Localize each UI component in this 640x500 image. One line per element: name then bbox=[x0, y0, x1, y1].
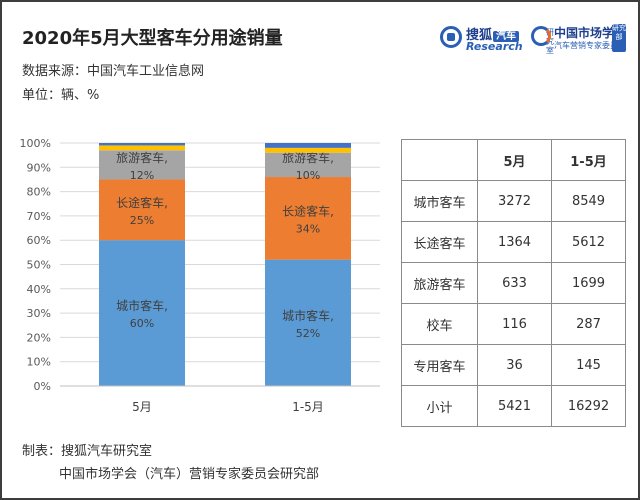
cma-logo-icon bbox=[531, 26, 551, 46]
bar-segment bbox=[265, 147, 351, 153]
table-row: 旅游客车 633 1699 bbox=[401, 262, 626, 304]
table-cell: 城市客车 bbox=[401, 180, 478, 222]
table-cell: 旅游客车 bbox=[401, 262, 478, 304]
table-row: 长途客车 1364 5612 bbox=[401, 221, 626, 263]
page-title: 2020年5月大型客车分用途销量 bbox=[22, 28, 283, 49]
data-label-name: 城市客车, bbox=[282, 308, 334, 323]
table-cell: 116 bbox=[477, 303, 552, 345]
unit-label: 单位：辆、% bbox=[22, 88, 100, 103]
y-tick-label: 70% bbox=[27, 210, 51, 223]
table-cell: 专用客车 bbox=[401, 344, 478, 386]
y-tick-label: 60% bbox=[27, 234, 51, 247]
table-cell: 5421 bbox=[477, 385, 552, 427]
data-source: 数据来源：中国汽车工业信息网 bbox=[22, 64, 205, 79]
data-label-name: 城市客车, bbox=[116, 298, 168, 313]
data-label-name: 长途客车, bbox=[282, 203, 334, 218]
y-tick-label: 30% bbox=[27, 307, 51, 320]
y-tick-label: 40% bbox=[27, 283, 51, 296]
table-cell: 16292 bbox=[551, 385, 626, 427]
bar-segment bbox=[265, 152, 351, 178]
cma-logo-subtext: 汽车营销专家委员会 bbox=[554, 41, 626, 50]
table-row: 小计 5421 16292 bbox=[401, 385, 626, 427]
bar-segment bbox=[99, 145, 185, 151]
table-cell: 1699 bbox=[551, 262, 626, 304]
data-label-value: 12% bbox=[130, 169, 154, 182]
table-cell: 633 bbox=[477, 262, 552, 304]
data-label-value: 10% bbox=[296, 169, 320, 182]
bar-segment bbox=[265, 177, 351, 260]
sales-table: 5月 1-5月 城市客车 3272 8549 长途客车 1364 5612 旅游… bbox=[401, 139, 626, 427]
bar-segment bbox=[265, 143, 351, 148]
y-tick-label: 100% bbox=[20, 137, 51, 150]
bar-segment bbox=[99, 143, 185, 146]
bar-segment bbox=[265, 259, 351, 386]
data-label-value: 25% bbox=[130, 214, 154, 227]
y-tick-label: 10% bbox=[27, 356, 51, 369]
table-row: 城市客车 3272 8549 bbox=[401, 180, 626, 222]
sohu-logo-text: 搜狐 bbox=[466, 28, 493, 43]
table-header-cell: 1-5月 bbox=[551, 139, 626, 181]
footer-credit: 制表：搜狐汽车研究室 bbox=[22, 444, 153, 459]
footer-credit-secondary: 中国市场学会（汽车）营销专家委员会研究部 bbox=[59, 467, 320, 482]
table-cell: 1364 bbox=[477, 221, 552, 263]
table-row: 校车 116 287 bbox=[401, 303, 626, 345]
table-cell: 校车 bbox=[401, 303, 478, 345]
cma-logo-side: 研究部 bbox=[612, 24, 626, 52]
table-cell: 145 bbox=[551, 344, 626, 386]
x-tick-label: 5月 bbox=[132, 400, 152, 414]
table-cell: 3272 bbox=[477, 180, 552, 222]
table-header-row: 5月 1-5月 bbox=[401, 139, 626, 181]
sohu-logo-icon bbox=[440, 26, 462, 48]
sohu-logo-subtext: Research bbox=[466, 40, 523, 53]
y-tick-label: 0% bbox=[34, 380, 51, 393]
cma-logo-text: 中国市场学会 bbox=[554, 26, 627, 40]
data-label-name: 旅游客车, bbox=[116, 150, 168, 165]
bar-segment bbox=[99, 240, 185, 386]
table-header-cell: 5月 bbox=[477, 139, 552, 181]
bar-segment bbox=[99, 150, 185, 180]
table-cell: 287 bbox=[551, 303, 626, 345]
table-cell: 小计 bbox=[401, 385, 478, 427]
bar-segment bbox=[99, 179, 185, 241]
table-row: 专用客车 36 145 bbox=[401, 344, 626, 386]
y-tick-label: 20% bbox=[27, 331, 51, 344]
data-label-value: 52% bbox=[296, 327, 320, 340]
table-cell: 8549 bbox=[551, 180, 626, 222]
y-tick-label: 50% bbox=[27, 259, 51, 272]
x-tick-label: 1-5月 bbox=[292, 400, 324, 414]
data-label-name: 长途客车, bbox=[116, 195, 168, 210]
table-header-cell bbox=[401, 139, 478, 181]
data-label-value: 60% bbox=[130, 317, 154, 330]
table-cell: 5612 bbox=[551, 221, 626, 263]
sohu-logo-badge: 汽车 bbox=[493, 31, 520, 42]
table-cell: 36 bbox=[477, 344, 552, 386]
data-label-name: 旅游客车, bbox=[282, 150, 334, 165]
data-label-value: 34% bbox=[296, 222, 320, 235]
y-tick-label: 90% bbox=[27, 161, 51, 174]
table-cell: 长途客车 bbox=[401, 221, 478, 263]
y-tick-label: 80% bbox=[27, 186, 51, 199]
